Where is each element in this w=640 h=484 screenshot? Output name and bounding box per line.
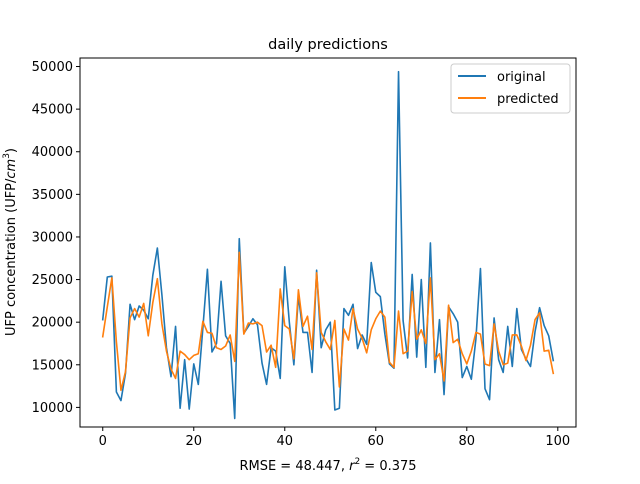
legend: original predicted	[450, 63, 571, 114]
y-tick-label: 50000	[32, 60, 73, 75]
legend-label-original: original	[497, 70, 546, 85]
y-tick-label: 25000	[32, 273, 73, 288]
x-tick-label: 0	[99, 434, 107, 449]
x-tick-label: 60	[368, 434, 385, 449]
chart-title: daily predictions	[268, 37, 388, 53]
y-axis-label: UFP concentration (UFP/cm3)	[2, 148, 19, 336]
y-tick-label: 10000	[32, 401, 73, 416]
y-tick-label: 45000	[32, 103, 73, 118]
x-tick-label: 100	[545, 434, 570, 449]
x-tick-label: 80	[459, 434, 476, 449]
x-axis-label: RMSE = 48.447, r2 = 0.375	[239, 457, 416, 474]
series-line-predicted	[101, 251, 555, 392]
plot-frame	[79, 57, 577, 428]
legend-label-predicted: predicted	[497, 92, 559, 107]
y-axis: 10000 15000 20000 25000 30000 35000 40000 45000…	[32, 60, 80, 416]
x-tick-label: 20	[185, 434, 202, 449]
series-layer	[101, 70, 555, 420]
x-axis: 0 20 40 60 80 100	[99, 427, 570, 449]
y-tick-label: 40000	[32, 145, 73, 160]
x-tick-label: 40	[276, 434, 293, 449]
y-tick-label: 15000	[32, 358, 73, 373]
y-tick-label: 20000	[32, 316, 73, 331]
y-tick-label: 30000	[32, 230, 73, 245]
y-tick-label: 35000	[32, 188, 73, 203]
